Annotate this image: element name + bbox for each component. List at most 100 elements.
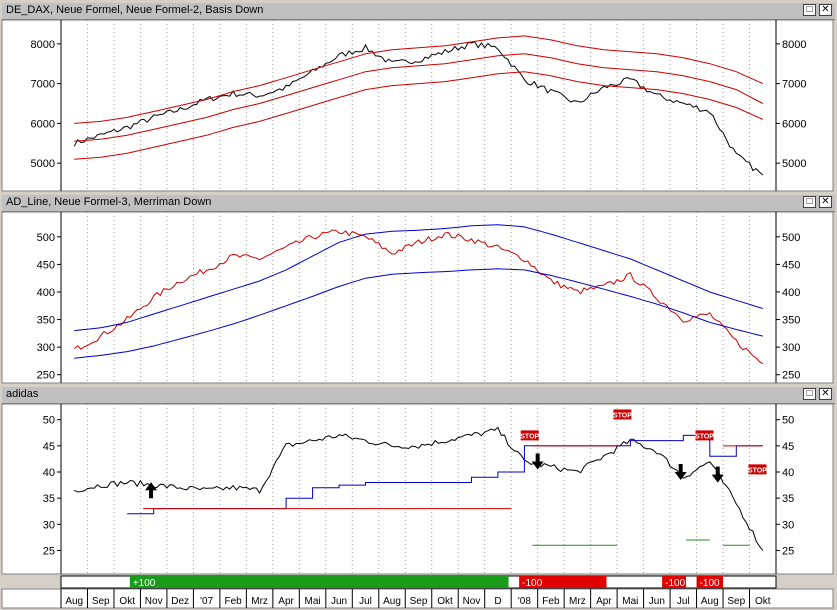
month-label: Apr <box>278 596 294 607</box>
signal-segment <box>662 576 686 588</box>
month-label: Aug <box>383 596 401 607</box>
y-tick-label: 8000 <box>782 39 806 51</box>
month-label: Sep <box>410 596 428 607</box>
y-tick-label: 250 <box>782 370 800 382</box>
y-tick-label: 30 <box>43 519 55 531</box>
panel-1-title: DE_DAX, Neue Formel, Neue Formel-2, Basi… <box>6 4 264 16</box>
signal-segment <box>519 576 607 588</box>
month-label: Mai <box>622 596 638 607</box>
close-button[interactable]: ✕ <box>819 196 832 208</box>
month-axis: Aug Sep Okt Nov Dez '07 Feb Mrz Apr Mai Jun Jul Aug S… <box>1 588 834 609</box>
stop-marker <box>520 430 539 441</box>
y-tick-label: 25 <box>782 545 794 557</box>
y-tick-label: 5000 <box>31 158 55 170</box>
y-tick-label: 35 <box>43 493 55 505</box>
series-line <box>73 41 764 176</box>
signal-bar: +100 -100 -100 -100 <box>60 575 777 589</box>
y-tick-label: 400 <box>782 287 800 299</box>
series-line <box>73 426 764 551</box>
panel-2-titlebar: AD_Line, Neue Formel-3, Merriman Down □ … <box>2 195 835 212</box>
sell-arrow-icon <box>711 466 724 483</box>
panel-3-title: adidas <box>6 388 39 400</box>
stop-marker <box>695 430 714 441</box>
month-label: Jul <box>359 596 372 607</box>
y-tick-label: 350 <box>37 315 55 327</box>
month-label: D <box>494 596 501 607</box>
y-tick-label: 30 <box>782 519 794 531</box>
stop-label: STOP <box>613 412 632 419</box>
panel-2-plot: 250 250 300 300 350 350 400 400 450 450 500 500 <box>1 211 834 384</box>
stop-marker <box>748 464 767 475</box>
y-tick-label: 25 <box>43 545 55 557</box>
y-tick-label: 40 <box>782 467 794 479</box>
month-label: Jun <box>649 596 665 607</box>
month-label: Dez <box>171 596 189 607</box>
panel-3-titlebar: adidas □ ✕ <box>2 387 835 404</box>
month-label: Okt <box>119 596 135 607</box>
y-tick-label: 6000 <box>31 118 55 130</box>
month-label: Jul <box>677 596 690 607</box>
month-label: Aug <box>701 596 719 607</box>
stop-label: STOP <box>748 467 767 474</box>
sell-arrow-icon <box>531 453 544 470</box>
panel-frame <box>1 403 834 575</box>
month-label: Sep <box>727 596 745 607</box>
signal-label: +100 <box>133 578 156 589</box>
month-label: Mrz <box>251 596 268 607</box>
y-tick-label: 45 <box>782 441 794 453</box>
sell-arrow-icon <box>674 464 687 480</box>
y-tick-label: 450 <box>37 259 55 271</box>
month-label: Nov <box>463 596 481 607</box>
panel-3-plot: 25 25 30 30 35 35 40 40 45 45 50 50 STOP STOP STOP STOP <box>1 403 834 575</box>
panel-frame <box>1 211 834 384</box>
y-tick-label: 300 <box>782 342 800 354</box>
month-label: Apr <box>596 596 612 607</box>
series-line <box>74 71 764 160</box>
series-line <box>74 224 763 332</box>
y-tick-label: 50 <box>782 415 794 427</box>
month-label: '07 <box>200 596 213 607</box>
month-label: Feb <box>225 596 243 607</box>
maximize-button[interactable]: □ <box>803 196 816 208</box>
panel-1-plot: 5000 5000 6000 6000 7000 7000 8000 8000 <box>1 19 834 192</box>
y-tick-label: 8000 <box>31 39 55 51</box>
y-tick-label: 7000 <box>782 79 806 91</box>
y-tick-label: 40 <box>43 467 55 479</box>
y-tick-label: 400 <box>37 287 55 299</box>
y-tick-label: 300 <box>37 342 55 354</box>
month-label: Sep <box>92 596 110 607</box>
signal-label: -100 <box>665 578 685 589</box>
month-label: Feb <box>542 596 560 607</box>
y-tick-label: 500 <box>782 232 800 244</box>
maximize-button[interactable]: □ <box>803 388 816 400</box>
y-tick-label: 35 <box>782 493 794 505</box>
y-tick-label: 6000 <box>782 118 806 130</box>
y-tick-label: 7000 <box>31 79 55 91</box>
close-button[interactable]: ✕ <box>819 388 832 400</box>
month-label: Nov <box>145 596 163 607</box>
y-tick-label: 250 <box>37 370 55 382</box>
y-tick-label: 450 <box>782 259 800 271</box>
month-label: Aug <box>65 596 83 607</box>
panel-1-titlebar: DE_DAX, Neue Formel, Neue Formel-2, Basi… <box>2 3 835 20</box>
y-tick-label: 5000 <box>782 158 806 170</box>
maximize-button[interactable]: □ <box>803 4 816 16</box>
signal-segment <box>696 576 724 588</box>
month-label: Mai <box>305 596 321 607</box>
series-line <box>74 53 764 142</box>
month-label: Mrz <box>569 596 586 607</box>
close-button[interactable]: ✕ <box>819 4 832 16</box>
y-tick-label: 500 <box>37 232 55 244</box>
y-tick-label: 50 <box>43 415 55 427</box>
signal-label: -100 <box>700 578 720 589</box>
panel-2-title: AD_Line, Neue Formel-3, Merriman Down <box>6 196 212 208</box>
stop-marker <box>613 409 632 420</box>
panel-frame <box>1 19 834 192</box>
month-axis-frame <box>1 588 834 609</box>
buy-arrow-icon <box>145 482 158 499</box>
month-label: Jun <box>331 596 347 607</box>
month-label: '08 <box>518 596 531 607</box>
y-tick-label: 45 <box>43 441 55 453</box>
